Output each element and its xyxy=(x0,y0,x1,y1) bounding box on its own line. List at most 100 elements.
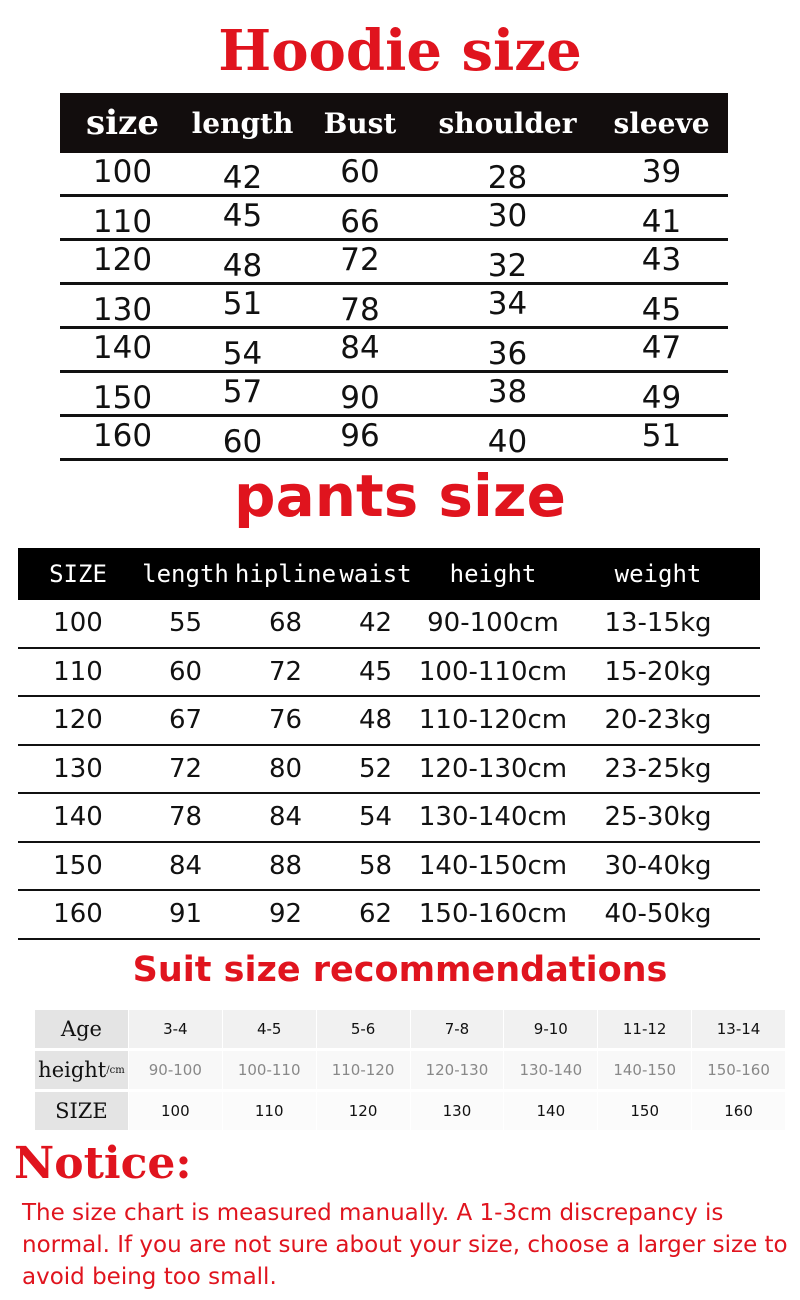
column-header: SIZE xyxy=(49,560,107,588)
table-row: 140 54 84 36 47 xyxy=(60,329,728,373)
column-header: waist xyxy=(339,560,412,588)
table-row: 150 84 88 58 140-150cm 30-40kg xyxy=(18,843,760,891)
row-label-text: height xyxy=(38,1058,107,1082)
table-cell: 68 xyxy=(268,608,303,639)
table-cell: 42 xyxy=(222,159,263,196)
table-cell: 72 xyxy=(340,241,380,278)
table-cell: 92 xyxy=(268,899,303,930)
pants-size-title: pants size xyxy=(234,462,566,530)
table-cell: 150 xyxy=(598,1092,692,1130)
table-cell: 58 xyxy=(358,850,393,881)
table-cell: 78 xyxy=(340,291,380,328)
table-cell: 30 xyxy=(487,197,528,234)
table-cell: 150-160 xyxy=(692,1051,785,1089)
table-cell: 30-40kg xyxy=(604,850,712,881)
column-header: shoulder xyxy=(438,106,577,140)
table-cell: 160 xyxy=(692,1092,785,1130)
column-header: weight xyxy=(614,560,702,588)
suit-size-table: Age 3-4 4-5 5-6 7-8 9-10 11-12 13-14 height/cm 90… xyxy=(35,1010,785,1133)
table-cell: 76 xyxy=(268,705,303,736)
table-cell: 3-4 xyxy=(128,1010,222,1048)
table-row: 160 91 92 62 150-160cm 40-50kg xyxy=(18,891,760,940)
column-header: length xyxy=(142,560,229,588)
table-header: SIZE length hipline waist height weight xyxy=(18,548,760,600)
table-cell: 110 xyxy=(92,203,153,240)
table-cell: 72 xyxy=(168,753,203,784)
table-cell: 110-120 xyxy=(316,1051,410,1089)
table-row: 100 55 68 42 90-100cm 13-15kg xyxy=(18,600,760,649)
table-cell: 110 xyxy=(222,1092,316,1130)
table-cell: 110 xyxy=(53,656,103,687)
table-cell: 130-140 xyxy=(504,1051,598,1089)
table-cell: 91 xyxy=(168,899,203,930)
table-cell: 48 xyxy=(222,247,263,284)
table-cell: 38 xyxy=(487,373,528,410)
table-row: 110 45 66 30 41 xyxy=(60,197,728,241)
table-cell: 120 xyxy=(53,705,103,736)
table-cell: 54 xyxy=(358,802,393,833)
table-cell: 150 xyxy=(53,850,103,881)
column-header: Bust xyxy=(323,106,397,140)
table-cell: 90-100cm xyxy=(427,608,559,639)
table-row: 140 78 84 54 130-140cm 25-30kg xyxy=(18,794,760,843)
table-cell: 150 xyxy=(92,379,153,416)
table-cell: 72 xyxy=(268,656,303,687)
table-cell: 80 xyxy=(268,753,303,784)
table-cell: 100 xyxy=(53,608,103,639)
table-cell: 100 xyxy=(128,1092,222,1130)
table-row: 130 72 80 52 120-130cm 23-25kg xyxy=(18,746,760,794)
table-cell: 25-30kg xyxy=(604,802,712,833)
table-row: 120 48 72 32 43 xyxy=(60,241,728,285)
table-cell: 100-110cm xyxy=(418,656,568,687)
table-row: Age 3-4 4-5 5-6 7-8 9-10 11-12 13-14 xyxy=(35,1010,785,1051)
table-cell: 49 xyxy=(641,379,682,416)
table-cell: 54 xyxy=(222,335,263,372)
table-cell: 36 xyxy=(487,335,528,372)
table-cell: 45 xyxy=(641,291,682,328)
table-row: height/cm 90-100 100-110 110-120 120-130 130-… xyxy=(35,1051,785,1092)
table-cell: 32 xyxy=(487,247,528,284)
table-cell: 45 xyxy=(222,197,263,234)
notice-text: The size chart is measured manually. A 1… xyxy=(22,1200,788,1290)
table-cell: 13-14 xyxy=(692,1010,785,1048)
table-cell: 96 xyxy=(340,417,380,454)
table-cell: 140 xyxy=(92,329,153,366)
row-label: height/cm xyxy=(35,1051,128,1089)
table-row: 100 42 60 28 39 xyxy=(60,153,728,197)
table-cell: 120 xyxy=(316,1092,410,1130)
column-header: hipline xyxy=(234,560,337,588)
column-header: size xyxy=(86,103,159,143)
table-cell: 34 xyxy=(487,285,528,322)
table-row: 110 60 72 45 100-110cm 15-20kg xyxy=(18,649,760,697)
table-cell: 62 xyxy=(358,899,393,930)
table-cell: 140-150 xyxy=(598,1051,692,1089)
table-cell: 11-12 xyxy=(598,1010,692,1048)
table-cell: 55 xyxy=(168,608,203,639)
row-label-text: Age xyxy=(60,1017,102,1041)
table-cell: 140 xyxy=(504,1092,598,1130)
hoodie-size-title: Hoodie size xyxy=(218,18,582,84)
table-cell: 150-160cm xyxy=(418,899,568,930)
table-cell: 28 xyxy=(487,159,528,196)
pants-size-table: SIZE length hipline waist height weight 100 55 6… xyxy=(18,548,760,940)
table-cell: 160 xyxy=(92,417,153,454)
table-cell: 4-5 xyxy=(222,1010,316,1048)
suit-size-title: Suit size recommendations xyxy=(132,950,668,990)
table-cell: 120 xyxy=(92,241,153,278)
table-cell: 41 xyxy=(641,203,682,240)
table-cell: 9-10 xyxy=(504,1010,598,1048)
table-cell: 20-23kg xyxy=(604,705,712,736)
table-cell: 47 xyxy=(641,329,682,366)
column-header: height xyxy=(449,560,537,588)
table-cell: 66 xyxy=(340,203,380,240)
table-cell: 100-110 xyxy=(222,1051,316,1089)
table-cell: 60 xyxy=(222,423,263,460)
table-cell: 90 xyxy=(340,379,380,416)
table-cell: 39 xyxy=(641,153,682,190)
table-cell: 23-25kg xyxy=(604,753,712,784)
table-cell: 15-20kg xyxy=(604,656,712,687)
table-cell: 13-15kg xyxy=(604,608,712,639)
table-cell: 43 xyxy=(641,241,682,278)
table-cell: 5-6 xyxy=(316,1010,410,1048)
table-cell: 7-8 xyxy=(410,1010,504,1048)
